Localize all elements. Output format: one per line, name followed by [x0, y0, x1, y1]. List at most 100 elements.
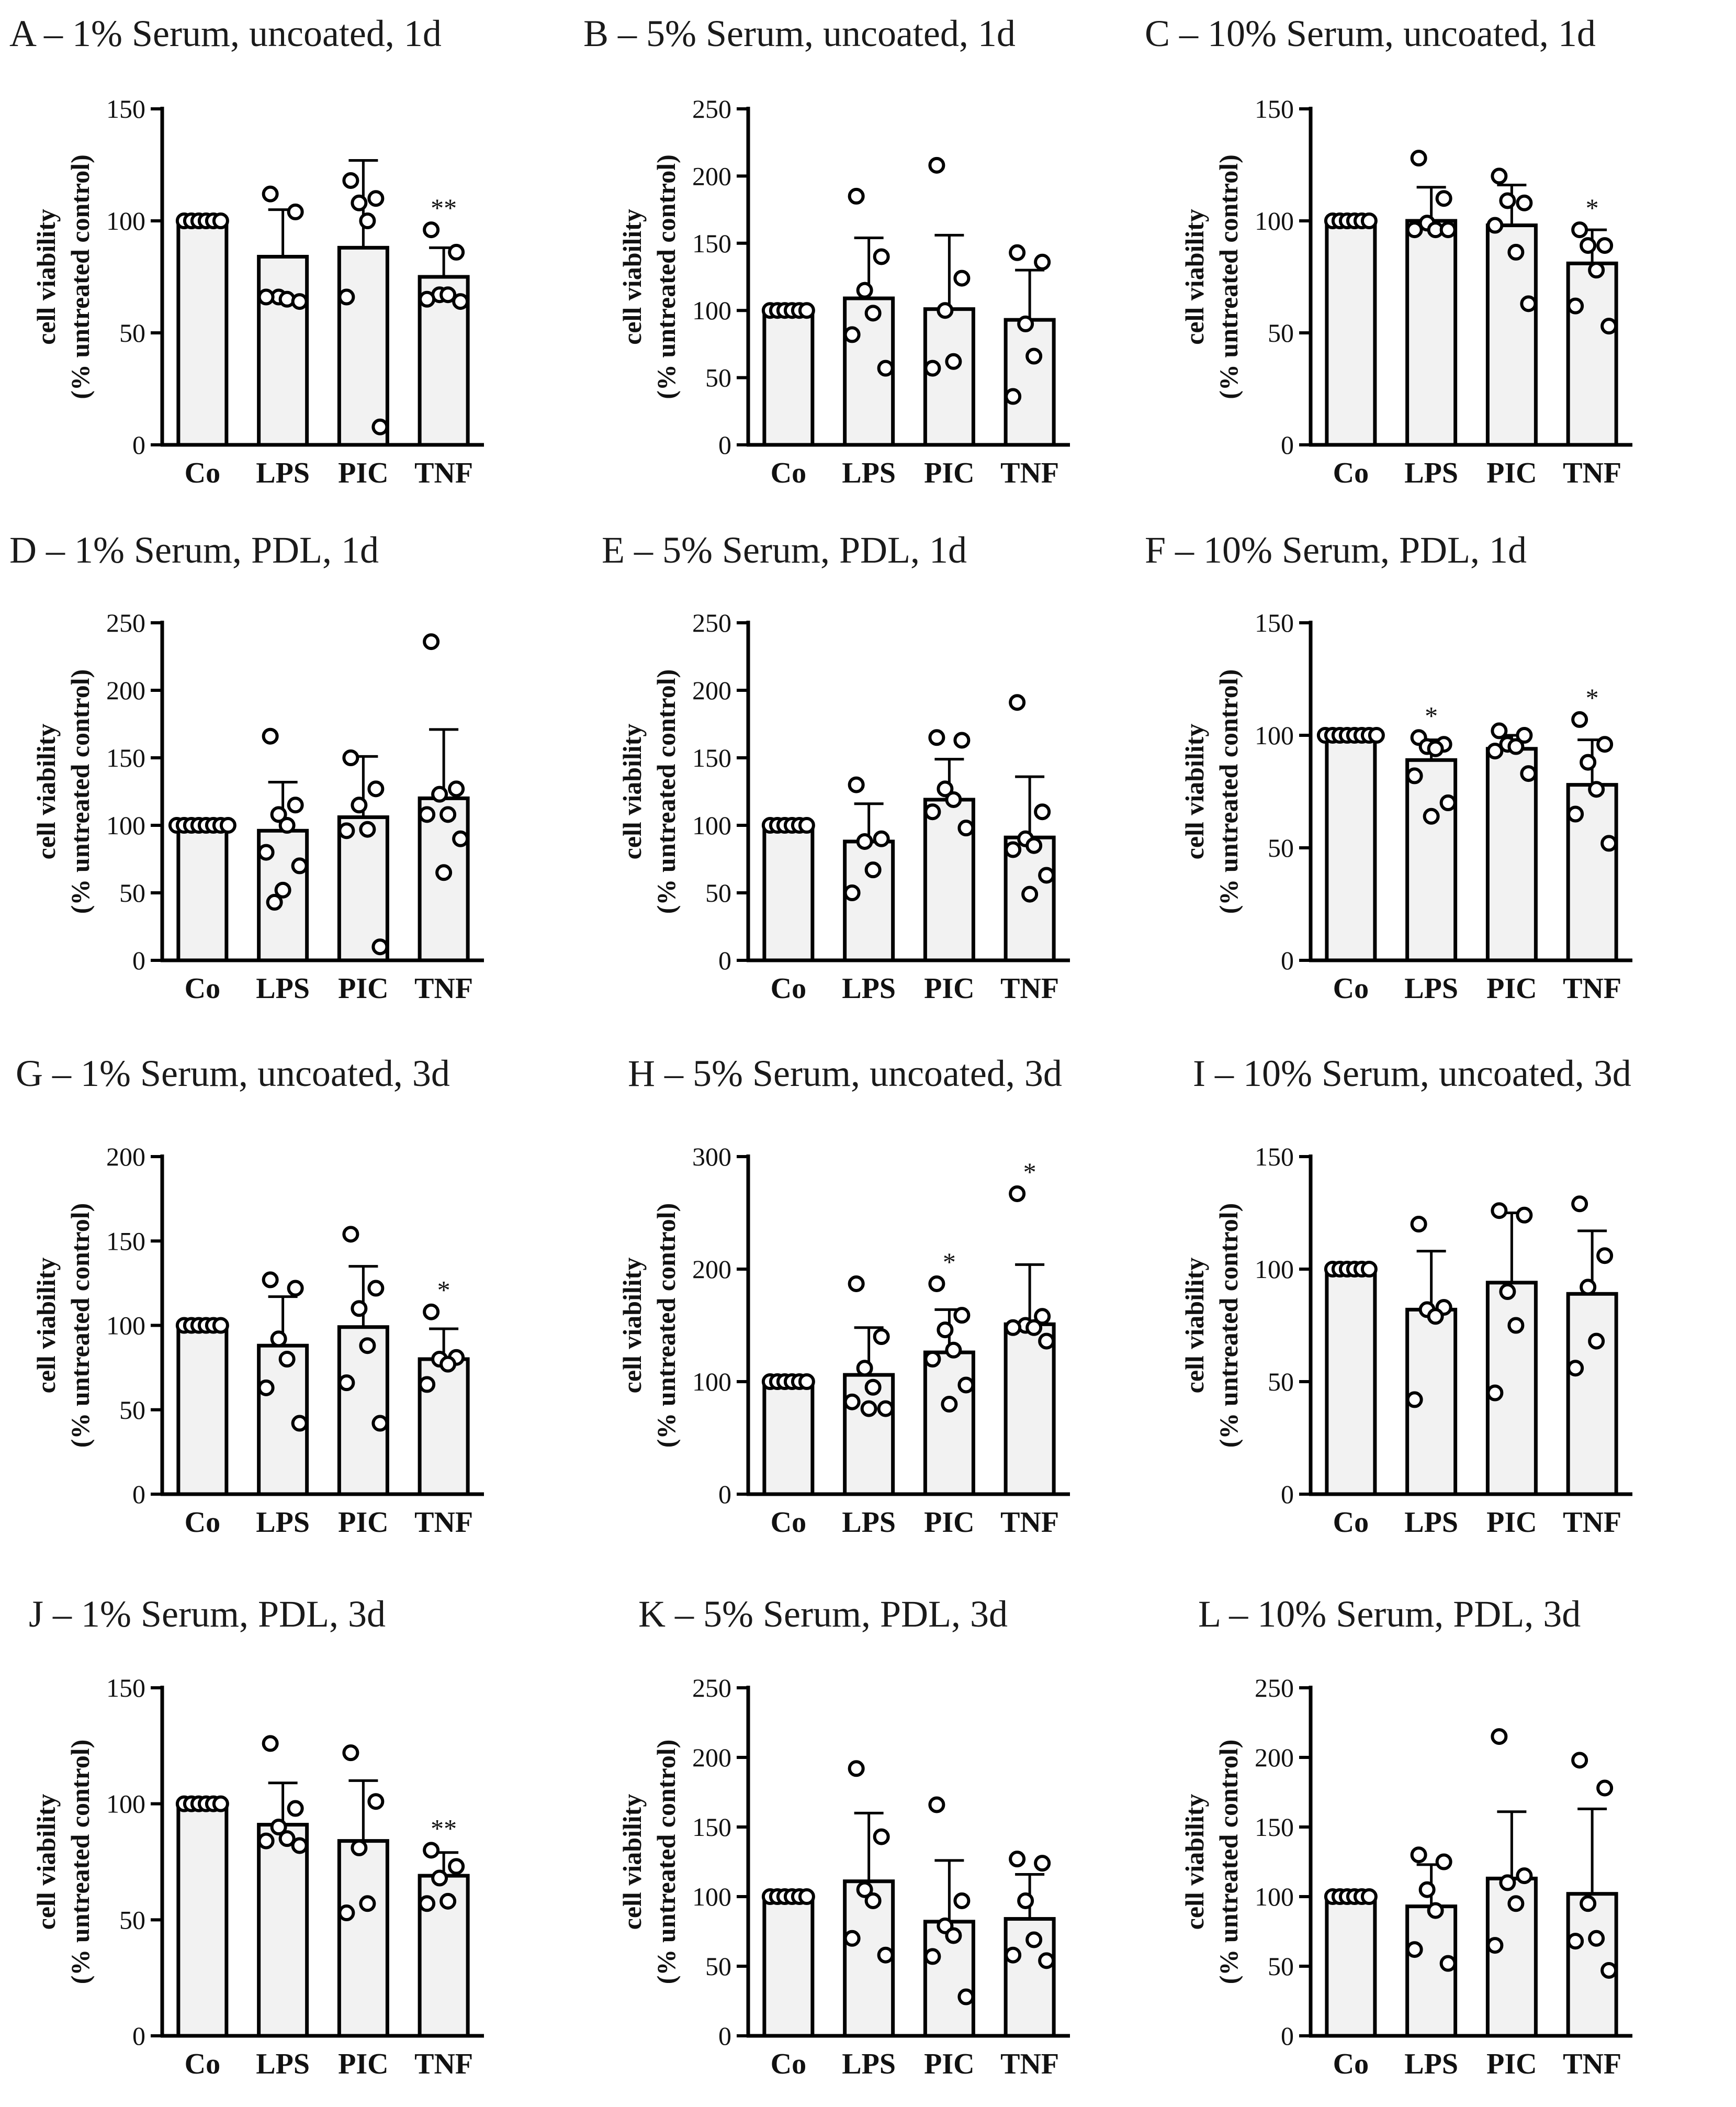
y-axis-label: cell viability: [1180, 724, 1209, 860]
panel-k: K – 5% Serum, PDL, 3d cell viability (% un…: [617, 1593, 1070, 2080]
data-point: [257, 1379, 275, 1396]
data-point: [1491, 1728, 1508, 1745]
data-point: [798, 302, 815, 319]
y-axis-label: (% untreated control): [651, 1203, 681, 1448]
y-axis-label: cell viability: [31, 1258, 61, 1394]
data-point: [1491, 722, 1508, 739]
x-category-label: PIC: [924, 2048, 974, 2080]
data-point: [274, 881, 291, 899]
data-point: [439, 286, 457, 304]
data-point: [848, 776, 865, 793]
panel-b: B – 5% Serum, uncoated, 1d cell viability…: [583, 13, 1070, 489]
data-point: [291, 1837, 308, 1854]
panel-i: I – 10% Serum, uncoated, 3d cell viabilit…: [1180, 1052, 1632, 1539]
x-category-label: TNF: [1563, 972, 1621, 1005]
y-axis-label: cell viability: [617, 209, 647, 345]
data-point: [435, 864, 453, 881]
data-point: [1034, 253, 1051, 271]
data-point: [1486, 1384, 1504, 1402]
data-point: [338, 288, 355, 306]
data-point: [1516, 727, 1533, 744]
bar-pic: [923, 307, 975, 447]
data-point: [945, 353, 962, 370]
x-category-label: LPS: [842, 1506, 896, 1539]
data-point: [1499, 1874, 1516, 1891]
data-point: [1571, 1195, 1588, 1213]
y-tick-label: 100: [692, 296, 731, 325]
data-point: [367, 780, 385, 798]
data-point: [1600, 1962, 1618, 1979]
panel-title: C – 10% Serum, uncoated, 1d: [1145, 13, 1596, 54]
x-category-label: PIC: [924, 1506, 974, 1539]
data-point: [1009, 694, 1026, 711]
data-point: [1596, 736, 1614, 753]
data-point: [1360, 1261, 1378, 1277]
significance-label: *: [943, 1247, 956, 1276]
x-category-label: Co: [185, 1506, 220, 1539]
y-tick-label: 50: [705, 878, 731, 907]
data-point: [1439, 794, 1457, 811]
y-tick-label: 200: [692, 1254, 731, 1284]
data-point: [270, 806, 287, 823]
y-tick-label: 300: [692, 1142, 731, 1171]
data-point: [1427, 1308, 1444, 1325]
data-point: [1038, 1952, 1055, 1969]
data-point: [937, 302, 954, 319]
panel-l: L – 10% Serum, PDL, 3d cell viability (% u…: [1180, 1593, 1632, 2080]
y-tick-label: 150: [692, 229, 731, 258]
data-point: [291, 1415, 308, 1432]
data-point: [1567, 805, 1584, 823]
x-category-label: LPS: [256, 1506, 310, 1539]
y-axis-label: cell viability: [31, 1794, 61, 1930]
data-point: [924, 1948, 941, 1965]
data-point: [212, 1317, 229, 1334]
bar-tnf: [1566, 261, 1618, 447]
y-axis-label: (% untreated control): [1214, 1740, 1243, 1985]
panel-c: C – 10% Serum, uncoated, 1d cell viabilit…: [1145, 13, 1632, 489]
data-point: [1491, 167, 1508, 185]
x-category-label: Co: [771, 972, 806, 1005]
data-point: [342, 1226, 359, 1243]
data-point: [873, 1828, 890, 1845]
data-point: [953, 270, 971, 287]
x-category-label: PIC: [924, 457, 974, 489]
data-point: [1005, 1319, 1022, 1336]
x-category-label: Co: [185, 2048, 220, 2080]
data-point: [1025, 837, 1043, 854]
data-point: [270, 1819, 287, 1835]
data-point: [1571, 711, 1588, 728]
bar-co: [176, 1802, 229, 2038]
x-category-label: TNF: [414, 457, 473, 489]
data-point: [262, 1735, 279, 1752]
data-point: [1427, 740, 1444, 757]
data-point: [351, 1300, 368, 1317]
data-point: [1571, 1752, 1588, 1769]
y-tick-label: 50: [1268, 833, 1294, 862]
bar-co: [176, 1324, 229, 1496]
data-point: [1427, 1902, 1444, 1919]
y-axis-label: cell viability: [617, 1258, 647, 1394]
data-point: [419, 806, 436, 823]
data-point: [278, 1830, 296, 1847]
x-category-label: LPS: [842, 972, 896, 1005]
y-tick-label: 0: [718, 430, 731, 459]
data-point: [928, 729, 945, 746]
y-axis-label: cell viability: [1180, 1258, 1209, 1394]
bar-pic: [1485, 223, 1538, 447]
y-tick-label: 200: [1255, 1743, 1294, 1772]
data-point: [1410, 150, 1427, 167]
data-point: [843, 1393, 861, 1410]
data-point: [1410, 1216, 1427, 1232]
panel-title: I – 10% Serum, uncoated, 3d: [1193, 1052, 1631, 1094]
data-point: [1360, 1888, 1378, 1905]
x-category-label: LPS: [842, 457, 896, 489]
data-point: [287, 203, 304, 220]
y-tick-label: 50: [119, 878, 145, 907]
x-category-label: TNF: [1563, 2048, 1621, 2080]
data-point: [423, 1842, 440, 1859]
bar-co: [1325, 219, 1377, 447]
data-point: [1580, 1895, 1597, 1912]
significance-label: *: [1425, 701, 1438, 730]
data-point: [856, 1360, 873, 1377]
panel-title: E – 5% Serum, PDL, 1d: [602, 529, 967, 571]
